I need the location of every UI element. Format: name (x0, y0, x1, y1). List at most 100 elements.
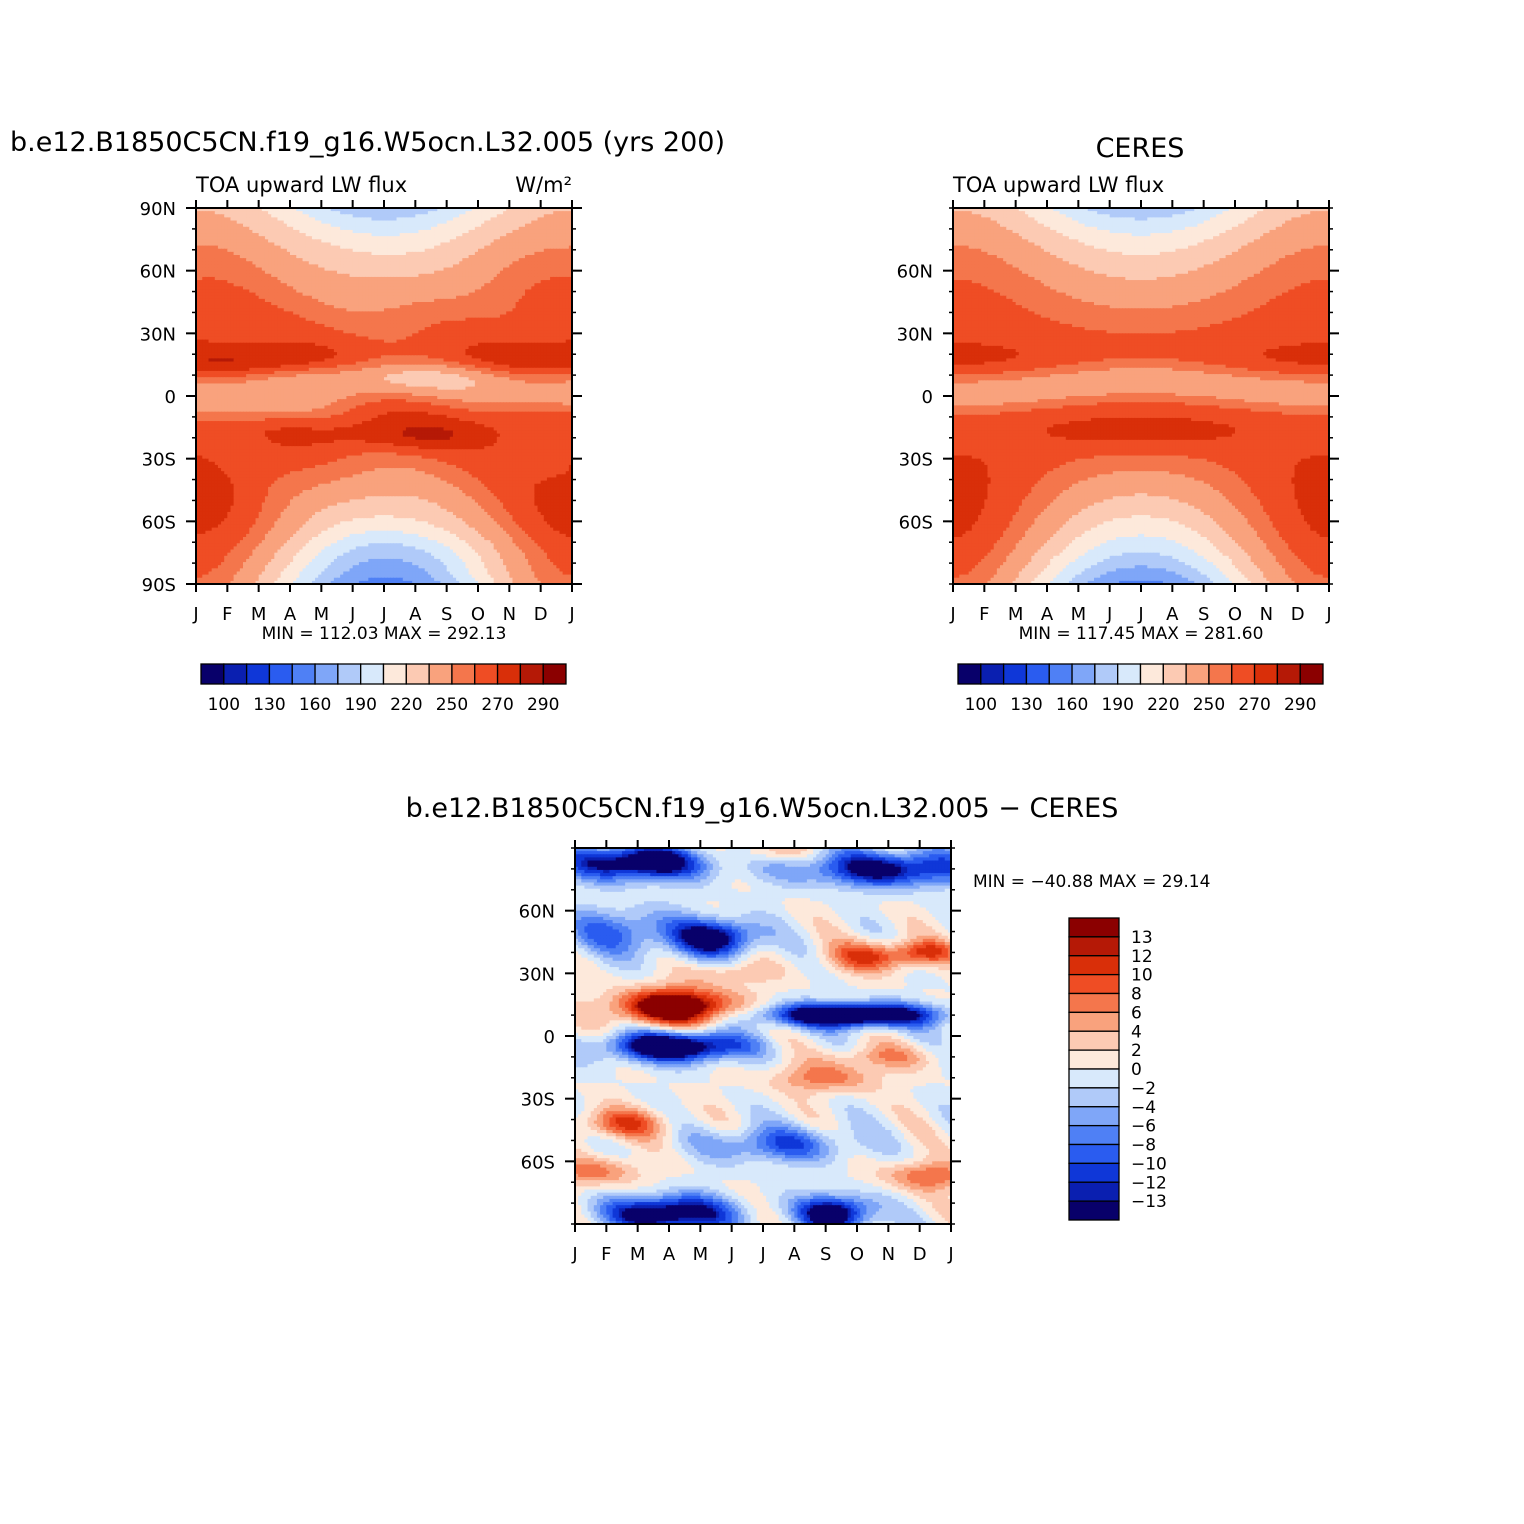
field-cell (421, 208, 426, 212)
field-cell (224, 236, 228, 240)
field-cell (202, 223, 206, 228)
field-cell (352, 239, 357, 244)
field-cell (249, 229, 253, 234)
field-cell (368, 251, 373, 256)
field-cell (293, 211, 297, 215)
field-cell (499, 233, 504, 237)
field-cell (427, 217, 432, 222)
field-cell (305, 242, 310, 247)
field-cell (478, 208, 482, 212)
field-cell (318, 239, 322, 244)
field-cell (277, 214, 282, 218)
field-cell (315, 223, 319, 228)
field-cell (358, 239, 363, 244)
field-cell (518, 220, 523, 225)
field-cell (255, 251, 260, 256)
field-cell (362, 220, 366, 225)
field-cell (559, 223, 564, 228)
field-cell (415, 226, 420, 231)
field-cell (196, 214, 200, 218)
field-cell (521, 248, 526, 253)
field-cell (525, 220, 529, 225)
field-cell (371, 220, 376, 225)
field-cell (443, 214, 448, 218)
field-cell (399, 223, 404, 228)
field-cell (333, 248, 338, 253)
field-cell (377, 226, 382, 231)
field-cell (221, 211, 225, 215)
field-cell (274, 233, 279, 237)
field-cell (208, 245, 213, 250)
field-cell (474, 223, 479, 228)
field-cell (412, 220, 416, 225)
field-cell (349, 220, 354, 225)
field-cell (440, 217, 445, 222)
field-cell (434, 211, 438, 215)
field-cell (362, 248, 366, 253)
field-cell (349, 211, 354, 215)
field-cell (352, 245, 357, 250)
field-cell (543, 208, 548, 212)
field-cell (440, 220, 445, 225)
field-cell (534, 208, 539, 212)
field-cell (224, 226, 228, 231)
field-cell (249, 239, 253, 244)
field-cell (550, 251, 554, 256)
field-cell (456, 214, 460, 218)
field-cell (318, 229, 322, 234)
field-cell (415, 217, 420, 222)
field-cell (409, 248, 413, 253)
field-cell (239, 255, 244, 259)
field-cell (299, 242, 304, 247)
field-cell (415, 229, 420, 234)
field-cell (390, 217, 394, 222)
field-cell (355, 211, 360, 215)
field-cell (211, 229, 216, 234)
field-cell (380, 242, 385, 247)
field-cell (380, 239, 385, 244)
field-cell (318, 223, 322, 228)
field-cell (355, 229, 360, 234)
field-cell (568, 217, 572, 222)
field-cell (258, 208, 263, 212)
field-cell (506, 211, 510, 215)
field-cell (333, 245, 338, 250)
field-cell (437, 217, 441, 222)
field-cell (556, 223, 561, 228)
field-cell (199, 251, 203, 256)
field-cell (330, 239, 335, 244)
field-cell (315, 217, 319, 222)
field-cell (468, 220, 473, 225)
field-cell (261, 242, 266, 247)
field-cell (217, 226, 222, 231)
field-cell (224, 214, 228, 218)
field-cell (409, 245, 413, 250)
field-cell (214, 245, 219, 250)
field-cell (246, 245, 250, 250)
field-cell (562, 220, 567, 225)
field-cell (525, 211, 529, 215)
field-cell (355, 236, 360, 240)
field-cell (355, 239, 360, 244)
field-cell (246, 220, 250, 225)
field-cell (424, 245, 429, 250)
field-cell (565, 245, 570, 250)
field-cell (421, 217, 426, 222)
field-cell (471, 233, 476, 237)
field-cell (296, 214, 300, 218)
field-cell (493, 220, 498, 225)
field-cell (202, 233, 206, 237)
field-cell (236, 236, 241, 240)
field-cell (459, 233, 463, 237)
field-cell (330, 223, 335, 228)
field-cell (550, 223, 554, 228)
field-cell (308, 217, 313, 222)
field-cell (396, 226, 401, 231)
field-cell (431, 251, 435, 256)
field-cell (471, 236, 476, 240)
field-cell (233, 208, 238, 212)
field-cell (374, 245, 379, 250)
field-cell (340, 223, 344, 228)
field-cell (434, 220, 438, 225)
